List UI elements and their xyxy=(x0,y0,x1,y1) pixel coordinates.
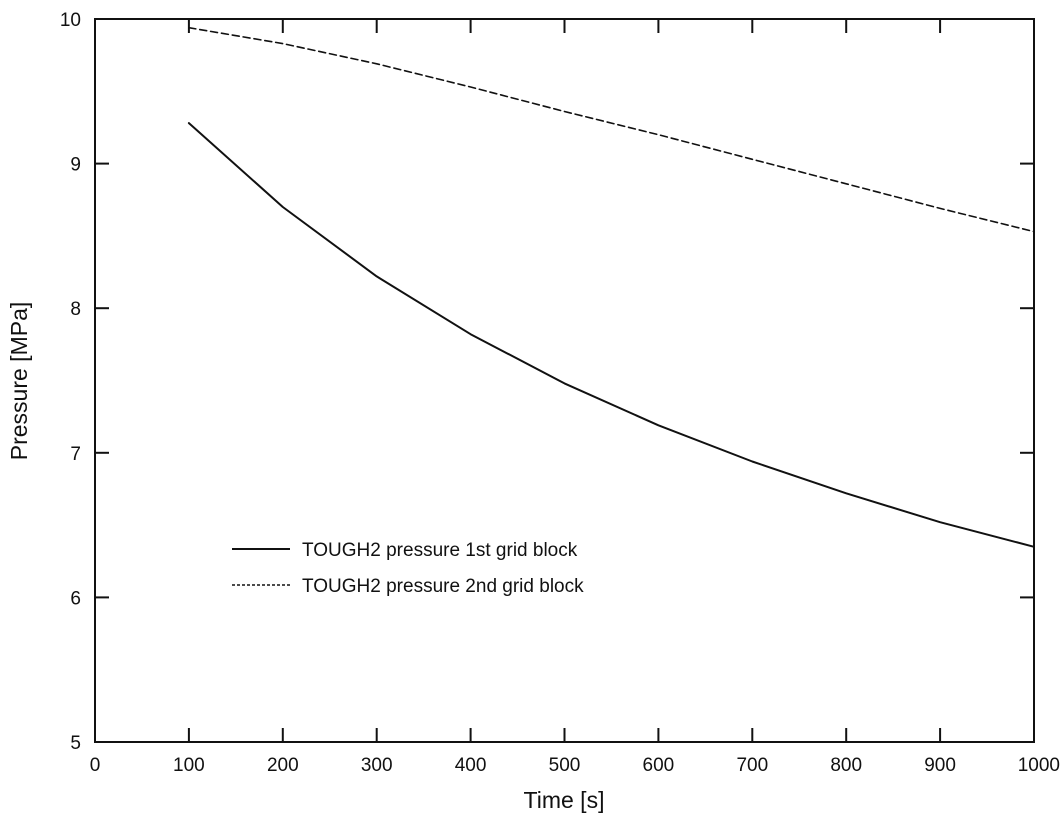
series-line-1 xyxy=(187,122,1035,548)
series-lines xyxy=(187,26,1035,548)
y-axis-tick-labels: 5 6 7 8 9 10 xyxy=(60,10,81,754)
series-line-2 xyxy=(188,26,1035,233)
x-tick-label: 900 xyxy=(924,755,956,776)
x-tick-label: 700 xyxy=(736,755,768,776)
x-axis-title: Time [s] xyxy=(524,787,605,813)
x-tick-label: 500 xyxy=(549,755,581,776)
x-tick-label: 100 xyxy=(173,755,205,776)
x-tick-label: 1000 xyxy=(1018,755,1060,776)
x-tick-label: 800 xyxy=(830,755,862,776)
x-axis-ticks xyxy=(94,19,1035,742)
x-tick-label: 0 xyxy=(90,755,101,776)
y-tick-label: 10 xyxy=(60,10,81,31)
y-axis-ticks xyxy=(95,18,1034,743)
x-axis-tick-labels: 0 100 200 300 400 500 600 700 800 900 1000 xyxy=(90,755,1060,776)
y-axis-title: Pressure [MPa] xyxy=(6,302,32,461)
legend: TOUGH2 pressure 1st grid block TOUGH2 pr… xyxy=(232,540,584,597)
y-tick-label: 9 xyxy=(70,155,81,176)
y-tick-label: 5 xyxy=(70,733,81,754)
x-tick-label: 300 xyxy=(361,755,393,776)
legend-label-series-2: TOUGH2 pressure 2nd grid block xyxy=(302,576,584,597)
y-tick-label: 6 xyxy=(70,588,81,609)
plot-frame xyxy=(94,18,1035,743)
x-tick-label: 400 xyxy=(455,755,487,776)
x-tick-label: 600 xyxy=(643,755,675,776)
y-tick-label: 8 xyxy=(70,299,81,320)
y-tick-label: 7 xyxy=(70,444,81,465)
x-tick-label: 200 xyxy=(267,755,299,776)
legend-label-series-1: TOUGH2 pressure 1st grid block xyxy=(302,540,578,561)
